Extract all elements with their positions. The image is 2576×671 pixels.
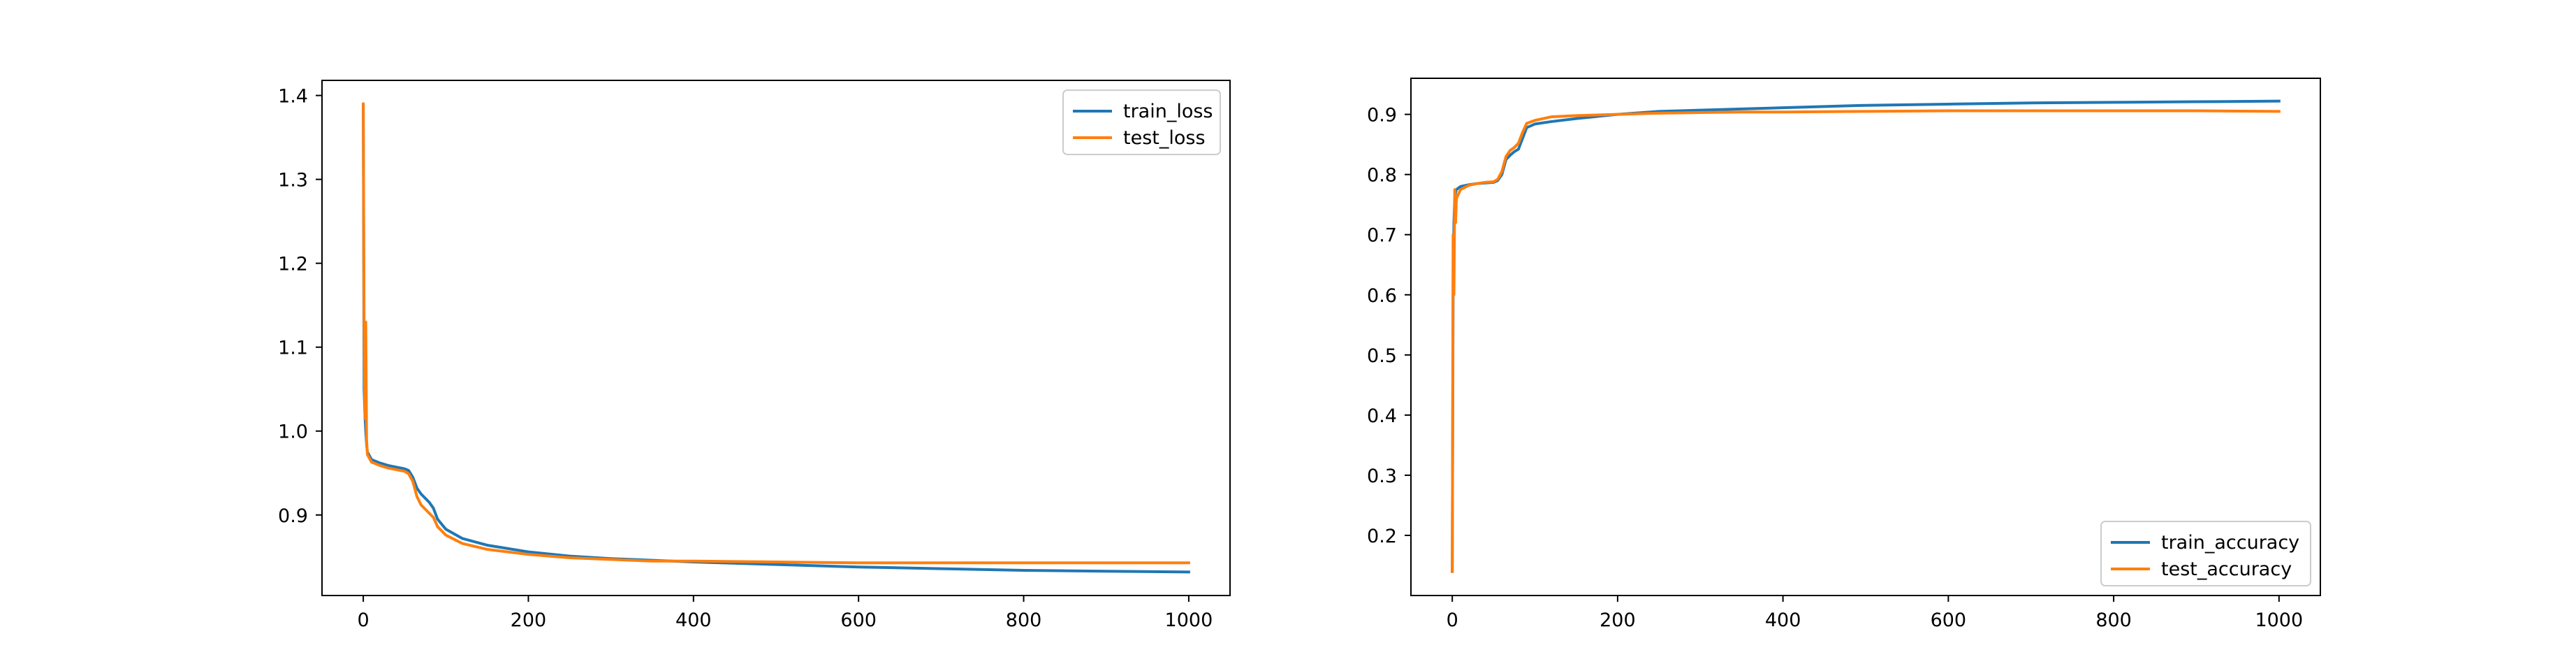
y-tick-label: 0.9 <box>1367 105 1397 127</box>
y-tick-label: 0.2 <box>1367 526 1397 547</box>
x-tick-label: 0 <box>1447 609 1458 631</box>
legend-label-train-loss: train_loss <box>1123 101 1213 122</box>
y-tick-label: 1.0 <box>278 421 308 443</box>
x-tick-label: 600 <box>1931 609 1967 631</box>
y-tick-label: 0.3 <box>1367 466 1397 487</box>
x-tick-label: 200 <box>511 609 547 631</box>
legend-box <box>2100 521 2311 586</box>
series-line-test-accuracy <box>1451 109 2281 573</box>
x-tick-label: 1000 <box>2255 609 2303 631</box>
x-tick-label: 800 <box>1006 609 1042 631</box>
legend-label-test-loss: test_loss <box>1123 127 1206 149</box>
y-tick-label: 0.4 <box>1367 405 1397 427</box>
series-line-test-loss <box>362 102 1190 565</box>
y-tick-label: 0.9 <box>278 505 308 527</box>
x-tick-label: 400 <box>675 609 712 631</box>
x-tick-label: 0 <box>357 609 369 631</box>
legend: train_accuracy test_accuracy <box>2100 521 2311 586</box>
y-tick-label: 0.5 <box>1367 345 1397 367</box>
y-tick-label: 1.1 <box>278 338 308 359</box>
legend-label-train-accuracy: train_accuracy <box>2161 532 2299 554</box>
loss-chart: 0 200 400 600 800 1000 0.9 1.0 1.1 1.2 1.3 1.4 train… <box>278 80 1231 631</box>
x-tick-label: 800 <box>2095 609 2132 631</box>
x-tick-label: 400 <box>1765 609 1801 631</box>
y-tick-label: 0.6 <box>1367 285 1397 307</box>
x-tick-label: 1000 <box>1165 609 1213 631</box>
legend-label-test-accuracy: test_accuracy <box>2161 558 2292 580</box>
x-tick-label: 200 <box>1600 609 1636 631</box>
y-tick-label: 1.2 <box>278 254 308 275</box>
accuracy-chart: 0 200 400 600 800 1000 0.2 0.3 0.4 0.5 0.6 0.7 0.8 0.… <box>1367 78 2321 631</box>
y-tick-label: 1.3 <box>278 170 308 192</box>
y-tick-label: 0.7 <box>1367 225 1397 247</box>
axes-frame <box>321 80 1231 596</box>
y-tick-label: 1.4 <box>278 86 308 108</box>
axes-frame <box>1410 78 2321 596</box>
y-tick-label: 0.8 <box>1367 165 1397 187</box>
legend: train_loss test_loss <box>1062 89 1221 155</box>
series-line-train-accuracy <box>1451 99 2281 573</box>
x-tick-label: 600 <box>840 609 877 631</box>
